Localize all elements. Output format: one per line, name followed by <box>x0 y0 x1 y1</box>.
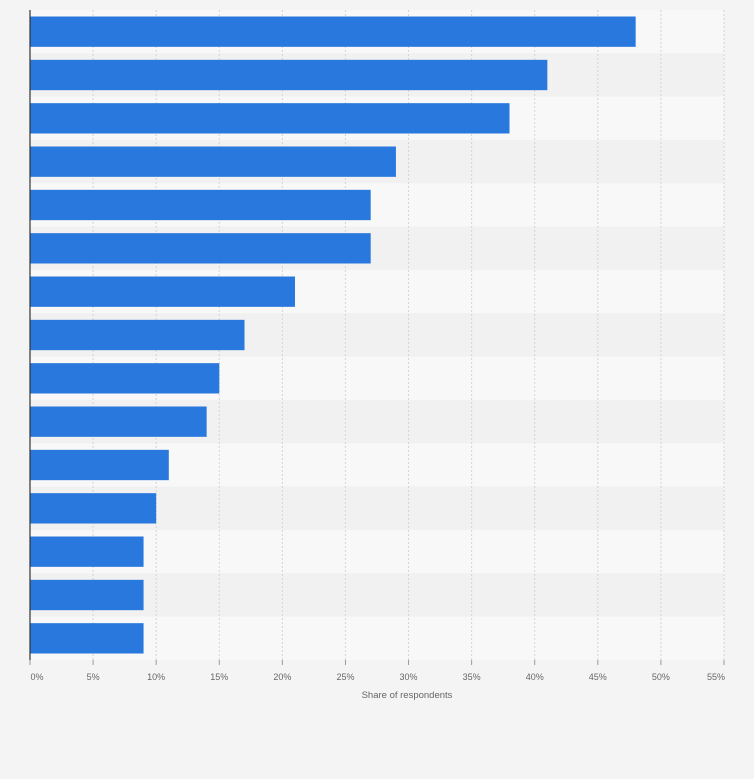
bar[interactable] <box>30 59 548 91</box>
bar[interactable] <box>30 623 144 654</box>
bar[interactable] <box>30 233 371 264</box>
x-axis-ticks: 0% 5% 10% 15% 20% 25% 30% 35% 40% 45% 50% 55% <box>29 660 725 682</box>
bar[interactable] <box>30 276 295 307</box>
x-tick-label: 50% <box>652 672 670 682</box>
x-tick-label: 35% <box>463 672 481 682</box>
row-band <box>30 616 724 660</box>
x-tick-label: 0% <box>30 672 43 682</box>
bar[interactable] <box>30 493 157 524</box>
bars <box>30 16 636 654</box>
bar[interactable] <box>30 363 220 394</box>
row-band <box>30 530 724 574</box>
bar[interactable] <box>30 103 510 134</box>
x-tick-label: 30% <box>400 672 418 682</box>
bar[interactable] <box>30 16 636 47</box>
x-axis-title: Share of respondents <box>362 690 453 701</box>
x-tick-label: 10% <box>147 672 165 682</box>
bar[interactable] <box>30 536 144 567</box>
x-tick-label: 15% <box>210 672 228 682</box>
x-tick-label: 20% <box>273 672 291 682</box>
row-band <box>30 573 724 617</box>
bar[interactable] <box>30 319 245 351</box>
x-tick-label: 55% <box>707 672 725 682</box>
bar[interactable] <box>30 406 207 437</box>
x-tick-label: 25% <box>336 672 354 682</box>
bar[interactable] <box>30 146 396 177</box>
x-tick-label: 40% <box>526 672 544 682</box>
bar[interactable] <box>30 189 371 221</box>
bar[interactable] <box>30 579 144 611</box>
x-tick-label: 45% <box>589 672 607 682</box>
x-tick-label: 5% <box>87 672 100 682</box>
bar[interactable] <box>30 449 169 481</box>
